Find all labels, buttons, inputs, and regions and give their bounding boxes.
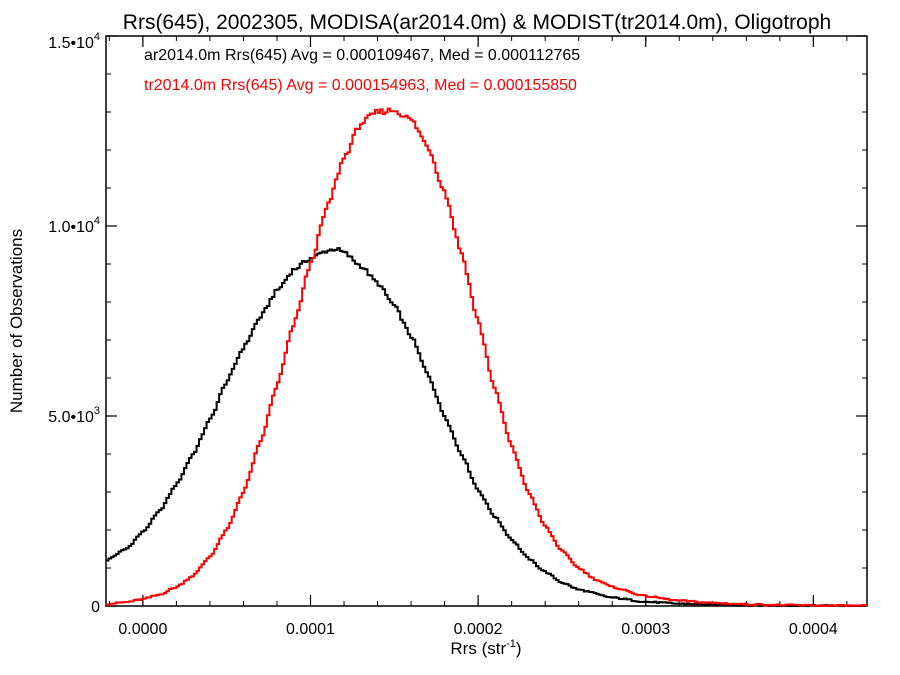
legend-annotation-black: ar2014.0m Rrs(645) Avg = 0.000109467, Me… xyxy=(144,47,580,64)
y-tick-mantissa: 0 xyxy=(91,599,100,616)
x-tick-label: 0.0000 xyxy=(118,621,167,638)
x-tick-label: 0.0004 xyxy=(789,621,838,638)
y-tick-mantissa: 1.0•10 xyxy=(48,219,94,236)
x-axis-label-sup: -1 xyxy=(506,638,516,650)
y-tick-exponent: 4 xyxy=(94,215,100,227)
x-tick-label: 0.0001 xyxy=(286,621,335,638)
y-tick-exponent: 4 xyxy=(94,31,100,43)
x-tick-labels: 0.0000 0.0001 0.0002 0.0003 0.0004 xyxy=(118,621,838,638)
y-tick-label: 1.5•104 xyxy=(48,31,100,52)
plot-frame xyxy=(105,35,868,607)
series-line-2 xyxy=(106,107,867,607)
y-tick-label: 1.0•104 xyxy=(48,215,100,236)
x-axis-label-end: ) xyxy=(516,639,522,658)
x-tick-label: 0.0002 xyxy=(454,621,503,638)
series-line-1 xyxy=(106,247,867,607)
x-axis-label-main: Rrs (str xyxy=(450,639,506,658)
y-tick-exponent: 3 xyxy=(94,405,100,417)
x-tick-label: 0.0003 xyxy=(621,621,670,638)
legend-annotation-red: tr2014.0m Rrs(645) Avg = 0.000154963, Me… xyxy=(144,77,577,94)
chart-title: Rrs(645), 2002305, MODISA(ar2014.0m) & M… xyxy=(123,11,831,34)
y-axis-label: Number of Observations xyxy=(7,229,26,413)
y-tick-mantissa: 5.0•10 xyxy=(48,409,94,426)
y-tick-label: 0 xyxy=(91,599,100,616)
x-axis-label: Rrs (str-1) xyxy=(450,638,521,658)
series-layer xyxy=(106,107,867,607)
axis-ticks xyxy=(106,35,867,607)
y-tick-label: 5.0•103 xyxy=(48,405,100,426)
y-tick-mantissa: 1.5•10 xyxy=(48,35,94,52)
